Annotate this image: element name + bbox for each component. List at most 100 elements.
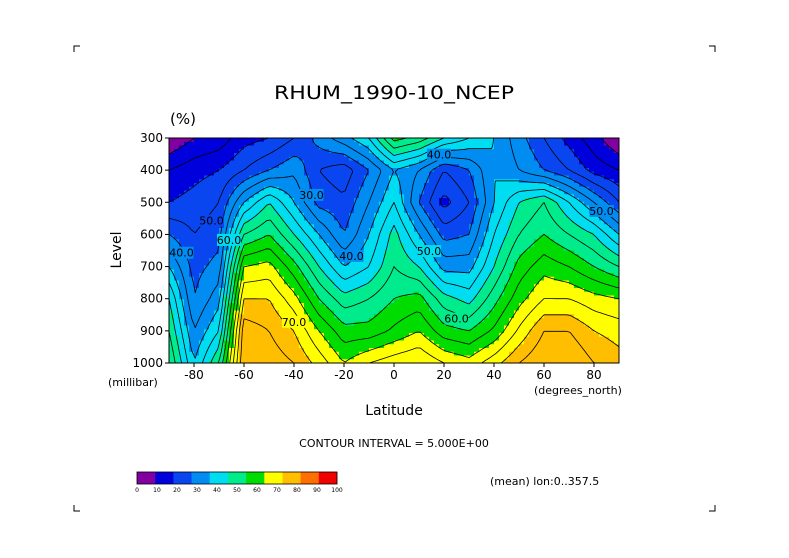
contour-cell bbox=[359, 205, 365, 210]
contour-cell bbox=[189, 179, 195, 184]
contour-cell bbox=[529, 153, 535, 158]
contour-cell bbox=[499, 318, 505, 323]
contour-cell bbox=[249, 303, 255, 308]
contour-cell bbox=[484, 329, 490, 334]
contour-cell bbox=[289, 306, 295, 311]
contour-cell bbox=[439, 243, 445, 248]
contour-cell bbox=[174, 231, 180, 236]
contour-cell bbox=[439, 336, 445, 341]
contour-cell bbox=[359, 239, 365, 244]
contour-cell bbox=[324, 250, 330, 255]
contour-cell bbox=[329, 194, 335, 199]
contour-cell bbox=[279, 318, 285, 323]
contour-cell bbox=[309, 284, 315, 289]
contour-cell bbox=[559, 239, 565, 244]
contour-cell bbox=[419, 284, 425, 289]
contour-cell bbox=[314, 243, 320, 248]
contour-cell bbox=[184, 310, 190, 315]
contour-cell bbox=[294, 291, 300, 296]
contour-cell bbox=[554, 186, 560, 191]
contour-cell bbox=[574, 186, 580, 191]
contour-cell bbox=[429, 160, 435, 165]
contour-cell bbox=[339, 295, 345, 300]
contour-cell bbox=[519, 306, 525, 311]
contour-cell bbox=[504, 336, 510, 341]
contour-cell bbox=[589, 265, 595, 270]
contour-cell bbox=[219, 261, 225, 266]
contour-cell bbox=[509, 258, 515, 263]
contour-cell bbox=[559, 156, 565, 161]
contour-cell bbox=[174, 194, 180, 199]
contour-cell bbox=[489, 186, 495, 191]
contour-cell bbox=[249, 306, 255, 311]
contour-cell bbox=[264, 306, 270, 311]
contour-cell bbox=[464, 235, 470, 240]
contour-cell bbox=[179, 145, 185, 150]
contour-cell bbox=[434, 303, 440, 308]
contour-cell bbox=[554, 284, 560, 289]
contour-cell bbox=[189, 186, 195, 191]
contour-cell bbox=[309, 175, 315, 180]
contour-cell bbox=[424, 243, 430, 248]
contour-cell bbox=[469, 235, 475, 240]
contour-cell bbox=[184, 205, 190, 210]
contour-cell bbox=[364, 156, 370, 161]
contour-cell bbox=[209, 201, 215, 206]
contour-cell bbox=[399, 276, 405, 281]
contour-cell bbox=[454, 269, 460, 274]
contour-cell bbox=[429, 213, 435, 218]
contour-cell bbox=[339, 198, 345, 203]
contour-cell bbox=[579, 288, 585, 293]
contour-cell bbox=[319, 141, 325, 146]
contour-cell bbox=[474, 239, 480, 244]
contour-cell bbox=[259, 141, 265, 146]
contour-cell bbox=[419, 141, 425, 146]
contour-cell bbox=[419, 303, 425, 308]
contour-cell bbox=[204, 310, 210, 315]
contour-cell bbox=[524, 194, 530, 199]
contour-cell bbox=[419, 329, 425, 334]
contour-cell bbox=[204, 138, 210, 143]
contour-cell bbox=[494, 220, 500, 225]
contour-cell bbox=[409, 265, 415, 270]
contour-cell bbox=[239, 160, 245, 165]
contour-cell bbox=[439, 284, 445, 289]
contour-cell bbox=[494, 288, 500, 293]
contour-cell bbox=[329, 153, 335, 158]
contour-cell bbox=[609, 183, 615, 188]
contour-cell bbox=[609, 224, 615, 229]
contour-cell bbox=[264, 175, 270, 180]
contour-cell bbox=[474, 243, 480, 248]
contour-cell bbox=[499, 340, 505, 345]
contour-cell bbox=[469, 284, 475, 289]
contour-cell bbox=[379, 235, 385, 240]
contour-cell bbox=[454, 303, 460, 308]
contour-cell bbox=[204, 303, 210, 308]
contour-cell bbox=[529, 258, 535, 263]
contour-cell bbox=[529, 288, 535, 293]
contour-cell bbox=[449, 299, 455, 304]
contour-cell bbox=[394, 183, 400, 188]
contour-cell bbox=[324, 280, 330, 285]
contour-cell bbox=[529, 303, 535, 308]
contour-cell bbox=[564, 303, 570, 308]
contour-cell bbox=[484, 340, 490, 345]
contour-cell bbox=[349, 149, 355, 154]
contour-cell bbox=[344, 209, 350, 214]
contour-cell bbox=[249, 258, 255, 263]
contour-cell bbox=[394, 314, 400, 319]
contour-cell bbox=[234, 205, 240, 210]
contour-cell bbox=[494, 175, 500, 180]
contour-cell bbox=[459, 303, 465, 308]
contour-cell bbox=[329, 160, 335, 165]
contour-cell bbox=[614, 235, 620, 240]
contour-cell bbox=[229, 254, 235, 259]
contour-cell bbox=[289, 156, 295, 161]
contour-cell bbox=[319, 149, 325, 154]
contour-cell bbox=[234, 258, 240, 263]
contour-cell bbox=[554, 291, 560, 296]
contour-cell bbox=[384, 280, 390, 285]
contour-cell bbox=[589, 333, 595, 338]
contour-cell bbox=[539, 209, 545, 214]
contour-cell bbox=[239, 201, 245, 206]
